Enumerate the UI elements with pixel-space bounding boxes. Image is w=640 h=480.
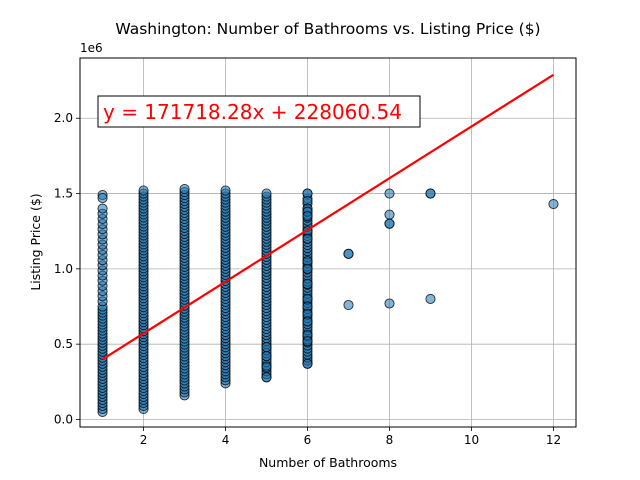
data-point [384, 218, 395, 229]
data-point [261, 361, 272, 372]
data-point [97, 193, 108, 204]
y-offset-label: 1e6 [80, 41, 103, 55]
data-point [343, 248, 354, 259]
x-tick-label: 4 [222, 433, 230, 447]
x-tick-label: 12 [546, 433, 561, 447]
data-point [302, 336, 313, 347]
data-point [302, 211, 313, 222]
data-point [343, 299, 354, 311]
data-point [425, 188, 436, 199]
y-tick-label: 0.0 [54, 412, 73, 426]
data-point [384, 188, 395, 199]
data-point [302, 316, 313, 327]
data-point [302, 358, 313, 369]
data-point [138, 185, 149, 196]
data-point [261, 342, 272, 353]
x-ticks: 2 4 6 8 10 12 [140, 427, 561, 447]
chart-title: Washington: Number of Bathrooms vs. List… [115, 20, 540, 38]
regression-line [101, 73, 555, 361]
y-tick-label: 2.0 [54, 111, 73, 125]
data-point [384, 298, 395, 309]
y-ticks: 0.0 0.5 1.0 1.5 2.0 [54, 111, 80, 426]
data-point [302, 278, 313, 289]
x-tick-label: 8 [386, 433, 394, 447]
equation-box [97, 95, 421, 128]
data-point [425, 293, 436, 305]
data-point [261, 351, 272, 362]
data-point [548, 199, 559, 210]
y-tick-label: 1.5 [54, 187, 73, 201]
plot-frame [79, 57, 577, 428]
data-point [261, 188, 272, 199]
data-point [220, 185, 231, 196]
data-point [179, 183, 190, 195]
x-tick-label: 6 [304, 433, 312, 447]
x-axis-label: Number of Bathrooms [259, 455, 397, 470]
x-tick-label: 10 [464, 433, 479, 447]
y-tick-label: 1.0 [54, 262, 73, 276]
data-point [261, 372, 272, 383]
data-point [384, 209, 395, 220]
y-tick-label: 0.5 [54, 337, 73, 351]
data-point [302, 263, 313, 274]
equation-annotation: y = 171718.28x + 228060.54 [97, 95, 421, 128]
equation-text: y = 171718.28x + 228060.54 [103, 100, 402, 124]
data-point [97, 203, 108, 214]
x-tick-label: 2 [140, 433, 148, 447]
y-axis-label: Listing Price ($) [28, 193, 43, 290]
regression-layer [101, 73, 555, 361]
points-layer [97, 183, 559, 417]
data-point [302, 233, 313, 244]
